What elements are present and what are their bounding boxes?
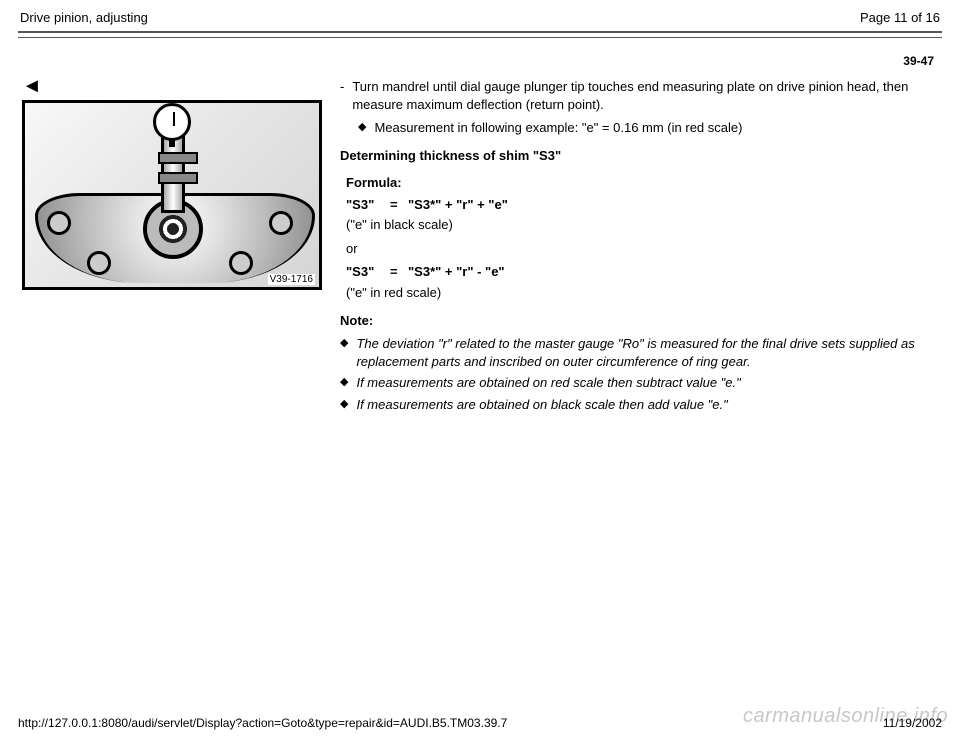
formula-row: "S3" = "S3*" + "r" - "e"	[346, 263, 938, 281]
diamond-bullet-icon: ◆	[358, 119, 366, 137]
note-text: The deviation "r" related to the master …	[356, 335, 938, 370]
diamond-bullet-icon: ◆	[340, 374, 348, 392]
illustration-dial-gauge	[153, 103, 191, 141]
header-title: Drive pinion, adjusting	[20, 10, 148, 25]
content-row: ◄ V39-1716 - Turn mandrel until dial gau…	[18, 78, 942, 417]
footer-date: 11/19/2002	[883, 716, 942, 730]
header-page-indicator: Page 11 of 16	[860, 10, 940, 25]
dash-bullet-icon: -	[340, 78, 344, 113]
formula-block: Formula: "S3" = "S3*" + "r" + "e" ("e" i…	[346, 174, 938, 301]
formula-rhs: "S3*" + "r" + "e"	[408, 196, 508, 214]
figure-pointer: ◄	[22, 78, 322, 96]
text-column: - Turn mandrel until dial gauge plunger …	[340, 78, 938, 417]
note-item: ◆ If measurements are obtained on black …	[340, 396, 938, 414]
section-heading: Determining thickness of shim "S3"	[340, 147, 938, 165]
rule-thick	[18, 31, 942, 33]
illustration-bolt	[269, 211, 293, 235]
procedure-substep-text: Measurement in following example: "e" = …	[374, 119, 742, 137]
figure-caption: V39-1716	[268, 274, 315, 285]
illustration-bolt	[229, 251, 253, 275]
procedure-substep: ◆ Measurement in following example: "e" …	[358, 119, 938, 137]
note-item: ◆ The deviation "r" related to the maste…	[340, 335, 938, 370]
figure-column: ◄ V39-1716	[22, 78, 322, 417]
formula-eq: =	[390, 196, 404, 214]
rule-thin	[18, 37, 942, 38]
page: Drive pinion, adjusting Page 11 of 16 39…	[0, 0, 960, 742]
note-heading: Note:	[340, 312, 938, 330]
note-item: ◆ If measurements are obtained on red sc…	[340, 374, 938, 392]
formula-note: ("e" in red scale)	[346, 284, 938, 302]
page-reference: 39-47	[18, 52, 942, 78]
formula-lhs: "S3"	[346, 263, 386, 281]
note-text: If measurements are obtained on black sc…	[356, 396, 727, 414]
diamond-bullet-icon: ◆	[340, 335, 348, 370]
footer-url: http://127.0.0.1:8080/audi/servlet/Displ…	[18, 716, 507, 730]
illustration-bolt	[47, 211, 71, 235]
figure-illustration: V39-1716	[22, 100, 322, 290]
formula-note: ("e" in black scale)	[346, 216, 938, 234]
diamond-bullet-icon: ◆	[340, 396, 348, 414]
formula-or: or	[346, 240, 938, 258]
formula-row: "S3" = "S3*" + "r" + "e"	[346, 196, 938, 214]
procedure-step: - Turn mandrel until dial gauge plunger …	[340, 78, 938, 113]
pointer-icon: ◄	[22, 76, 42, 96]
formula-eq: =	[390, 263, 404, 281]
procedure-step-text: Turn mandrel until dial gauge plunger ti…	[352, 78, 938, 113]
formula-lhs: "S3"	[346, 196, 386, 214]
illustration-bolt	[87, 251, 111, 275]
header-row: Drive pinion, adjusting Page 11 of 16	[18, 10, 942, 31]
formula-label: Formula:	[346, 174, 938, 192]
formula-rhs: "S3*" + "r" - "e"	[408, 263, 505, 281]
note-text: If measurements are obtained on red scal…	[356, 374, 740, 392]
